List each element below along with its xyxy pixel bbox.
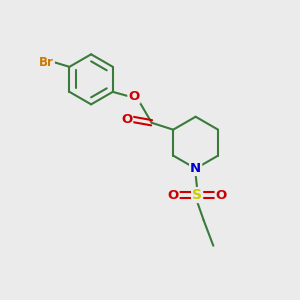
Text: N: N xyxy=(190,162,201,175)
Text: Br: Br xyxy=(39,56,54,69)
Text: O: O xyxy=(216,188,227,202)
Text: O: O xyxy=(121,113,132,126)
Text: S: S xyxy=(192,188,202,202)
Text: O: O xyxy=(128,90,140,103)
Text: O: O xyxy=(167,188,178,202)
